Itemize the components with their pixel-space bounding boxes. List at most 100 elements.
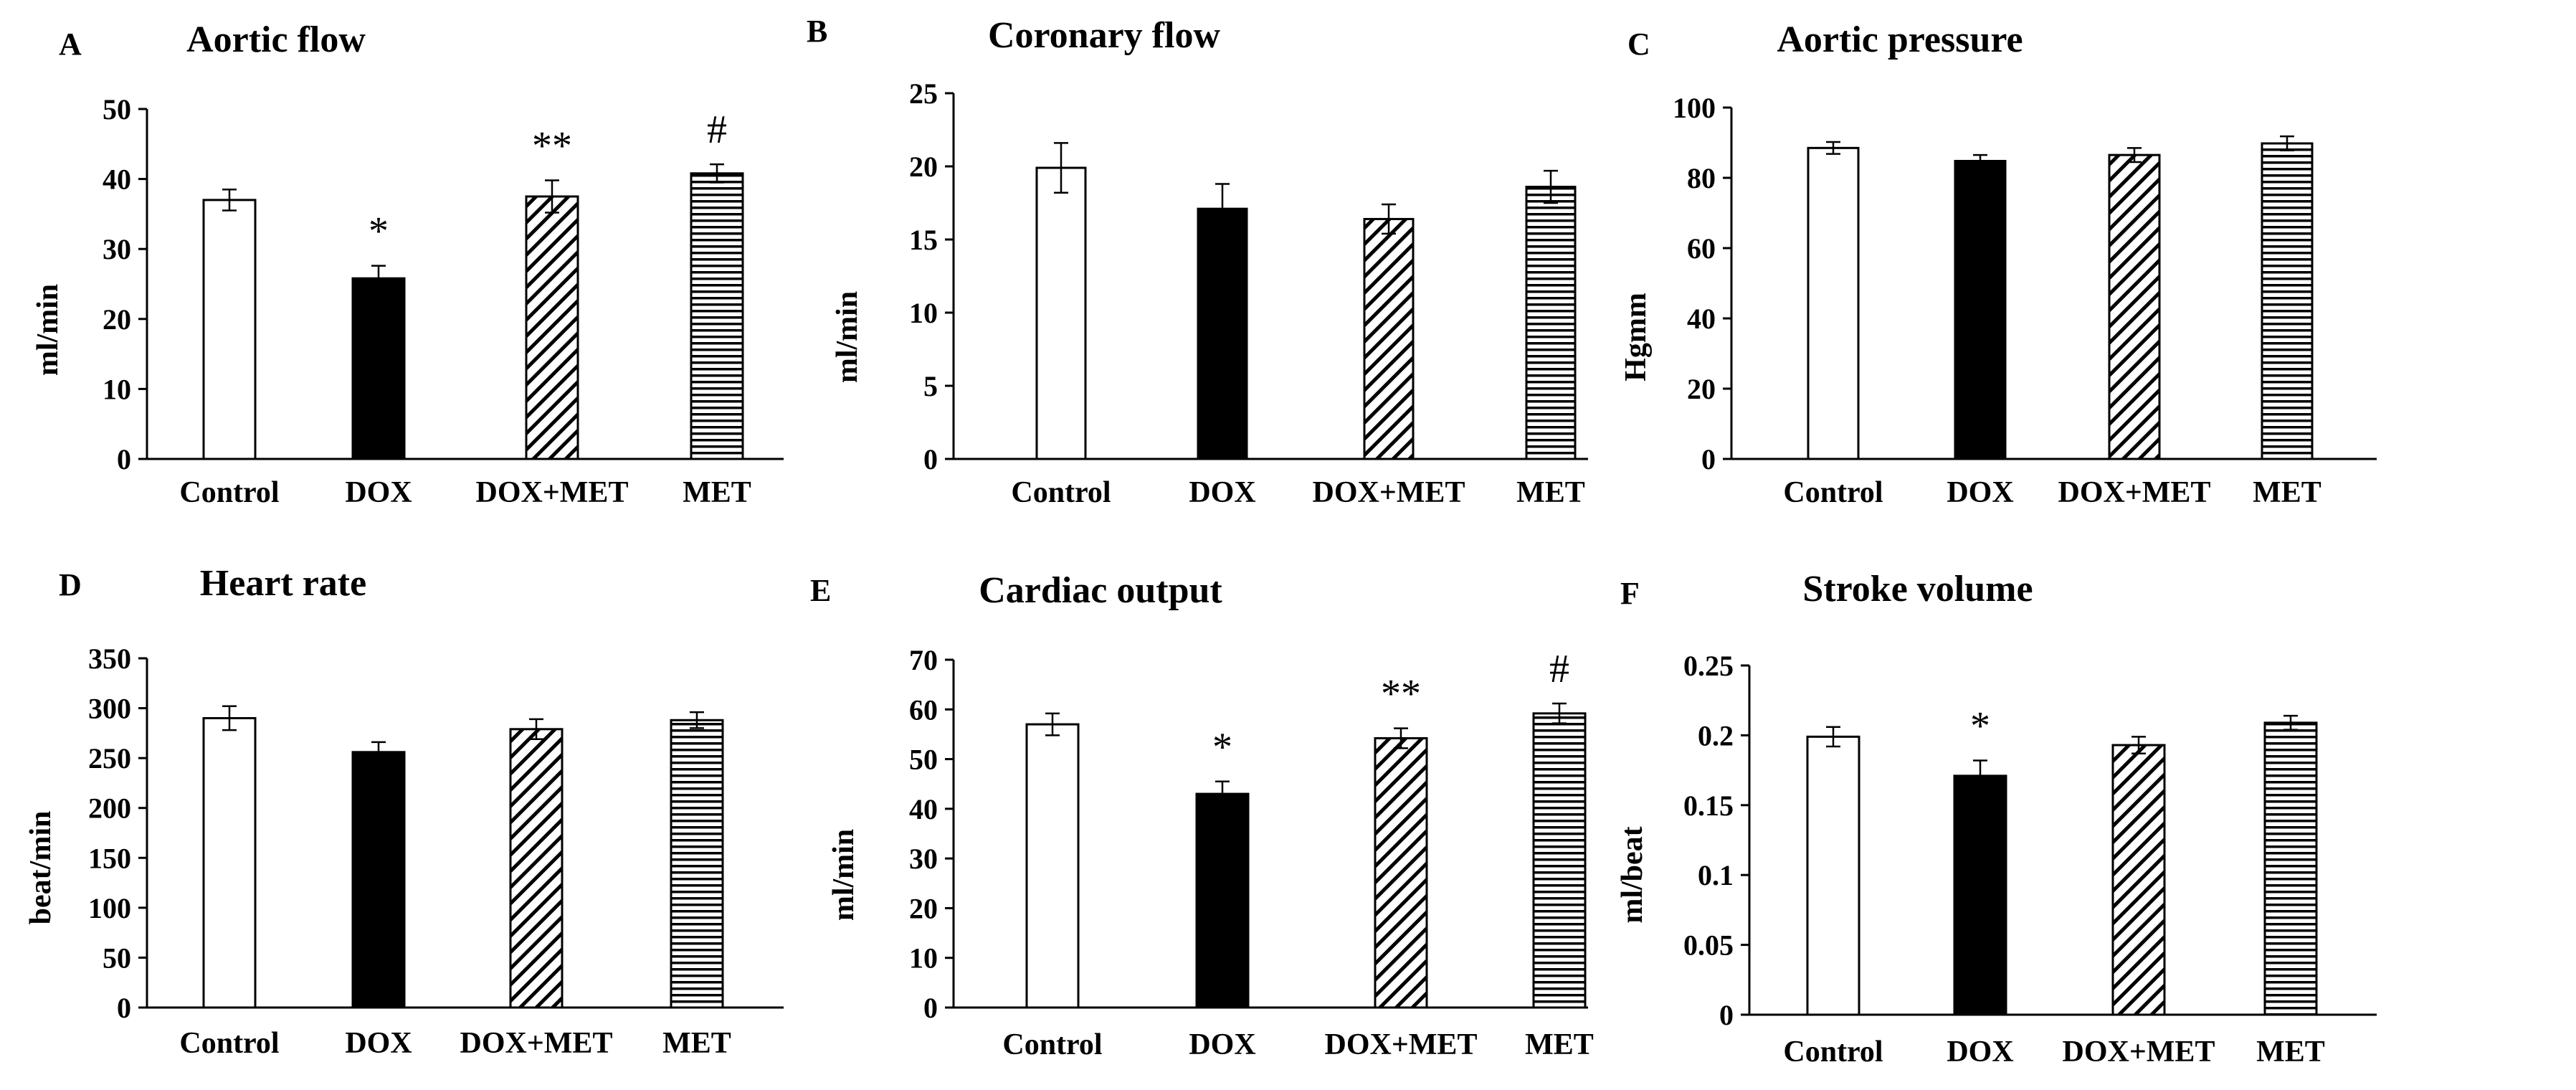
bar-control (1035, 166, 1087, 460)
y-tick-label: 25 (909, 77, 938, 110)
category-label: Control (1002, 1028, 1102, 1061)
significance-marker: * (1970, 703, 1990, 748)
chart-panel-c: C Aortic pressure Hgmm 0 20 40 60 80 100 Control D… (1620, 19, 2377, 509)
y-tick-label: 20 (103, 303, 131, 336)
y-tick-label: 40 (103, 164, 131, 196)
category-label: DOX+MET (1313, 476, 1465, 509)
bar-dox (1197, 207, 1248, 460)
y-tick-label: 0.05 (1683, 929, 1734, 962)
y-tick-label: 100 (1673, 92, 1716, 124)
y-tick-label: 30 (909, 843, 938, 875)
chart-title: Stroke volume (1802, 569, 2033, 610)
y-tick-label: 0 (1701, 443, 1716, 475)
y-tick-label: 200 (88, 792, 131, 825)
y-tick-label: 40 (909, 793, 938, 825)
y-tick-label: 60 (1687, 232, 1716, 265)
bar-met (2263, 721, 2318, 1016)
y-tick-label: 0.2 (1698, 719, 1734, 752)
y-tick-label: 100 (88, 892, 131, 924)
panel-letter: F (1620, 576, 1640, 611)
bar-met (690, 172, 744, 460)
significance-marker: ** (1381, 672, 1421, 716)
bar-dox (1195, 792, 1250, 1009)
y-tick-label: 30 (103, 233, 131, 265)
panel-letter: A (59, 27, 82, 62)
y-tick-label: 50 (103, 93, 131, 125)
bar-dox-met (2111, 744, 2166, 1016)
y-tick-label: 300 (88, 693, 131, 725)
category-label: MET (1525, 1028, 1594, 1061)
category-label: DOX+MET (2063, 1036, 2215, 1068)
category-label: DOX (1947, 476, 2013, 509)
bar-dox (1954, 159, 2007, 460)
bar-control (202, 716, 257, 1009)
y-tick-label: 20 (1687, 373, 1716, 405)
bar-met (670, 719, 724, 1009)
chart-title: Heart rate (200, 563, 366, 604)
category-label: DOX+MET (2058, 476, 2211, 509)
y-tick-label: 10 (909, 297, 938, 329)
bar-dox-met (509, 728, 564, 1009)
category-label: DOX (345, 476, 412, 509)
significance-marker: # (707, 108, 727, 152)
y-tick-label: 0 (1719, 999, 1734, 1031)
y-tick-label: 0 (923, 992, 938, 1024)
y-axis-label: ml/min (831, 291, 864, 383)
chart-title: Cardiac output (979, 570, 1222, 611)
panel-letter: D (59, 567, 82, 602)
y-tick-label: 10 (909, 942, 938, 975)
panel-letter: C (1627, 27, 1650, 62)
category-label: MET (683, 476, 751, 509)
bar-dox-met (2108, 153, 2161, 460)
y-tick-label: 80 (1687, 162, 1716, 194)
bar-control (202, 199, 257, 460)
category-label: MET (2256, 1036, 2325, 1068)
y-tick-label: 0 (923, 443, 938, 475)
y-tick-label: 40 (1687, 303, 1716, 335)
y-tick-label: 10 (103, 373, 131, 405)
y-tick-label: 60 (909, 693, 938, 726)
y-tick-label: 0.1 (1698, 859, 1734, 891)
y-tick-label: 50 (103, 942, 131, 974)
bar-dox (1953, 774, 2007, 1016)
significance-marker: # (1549, 647, 1569, 691)
y-tick-label: 20 (909, 151, 938, 183)
panel-letter: B (807, 14, 827, 49)
significance-marker: * (369, 209, 389, 254)
chart-panel-d: D Heart rate beat/min 0 50 100 150 200 250 300 350… (24, 563, 784, 1060)
category-label: Control (179, 476, 279, 509)
bar-control (1807, 146, 1860, 460)
category-label: Control (179, 1027, 279, 1060)
y-tick-label: 0.25 (1683, 650, 1734, 682)
y-axis-label: ml/min (32, 284, 65, 376)
chart-title: Aortic pressure (1777, 19, 2023, 60)
chart-title: Coronary flow (988, 15, 1220, 56)
chart-panel-f: F Stroke volume ml/beat 0 0.05 0.1 0.15 0.2 0.25… (1616, 569, 2377, 1068)
category-label: DOX+MET (476, 476, 629, 509)
chart-panel-a: A Aortic flow ml/min 0 10 20 30 40 50 Control * DOX… (32, 19, 784, 509)
significance-marker: ** (532, 124, 572, 169)
y-tick-label: 150 (88, 842, 131, 874)
y-axis-label: ml/min (827, 829, 860, 921)
y-tick-label: 250 (88, 742, 131, 774)
y-tick-label: 70 (909, 644, 938, 676)
bar-dox (351, 751, 406, 1009)
bar-met (1525, 186, 1577, 460)
y-tick-label: 0 (117, 992, 131, 1024)
category-label: Control (1011, 476, 1111, 509)
y-tick-label: 5 (923, 370, 938, 402)
chart-panel-e: E Cardiac output ml/min 0 10 20 30 40 50 60 70 Cont… (810, 570, 1594, 1061)
category-label: DOX+MET (460, 1027, 613, 1060)
category-label: DOX (1189, 476, 1255, 509)
y-tick-label: 20 (909, 892, 938, 924)
chart-title: Aortic flow (186, 19, 366, 60)
y-axis-label: Hgmm (1620, 293, 1653, 382)
category-label: DOX+MET (1325, 1028, 1478, 1061)
category-label: MET (1516, 476, 1585, 509)
y-tick-label: 350 (88, 643, 131, 675)
bar-control (1025, 723, 1080, 1009)
bar-dox-met (1374, 736, 1428, 1009)
panel-letter: E (810, 573, 831, 608)
y-tick-label: 50 (909, 744, 938, 776)
